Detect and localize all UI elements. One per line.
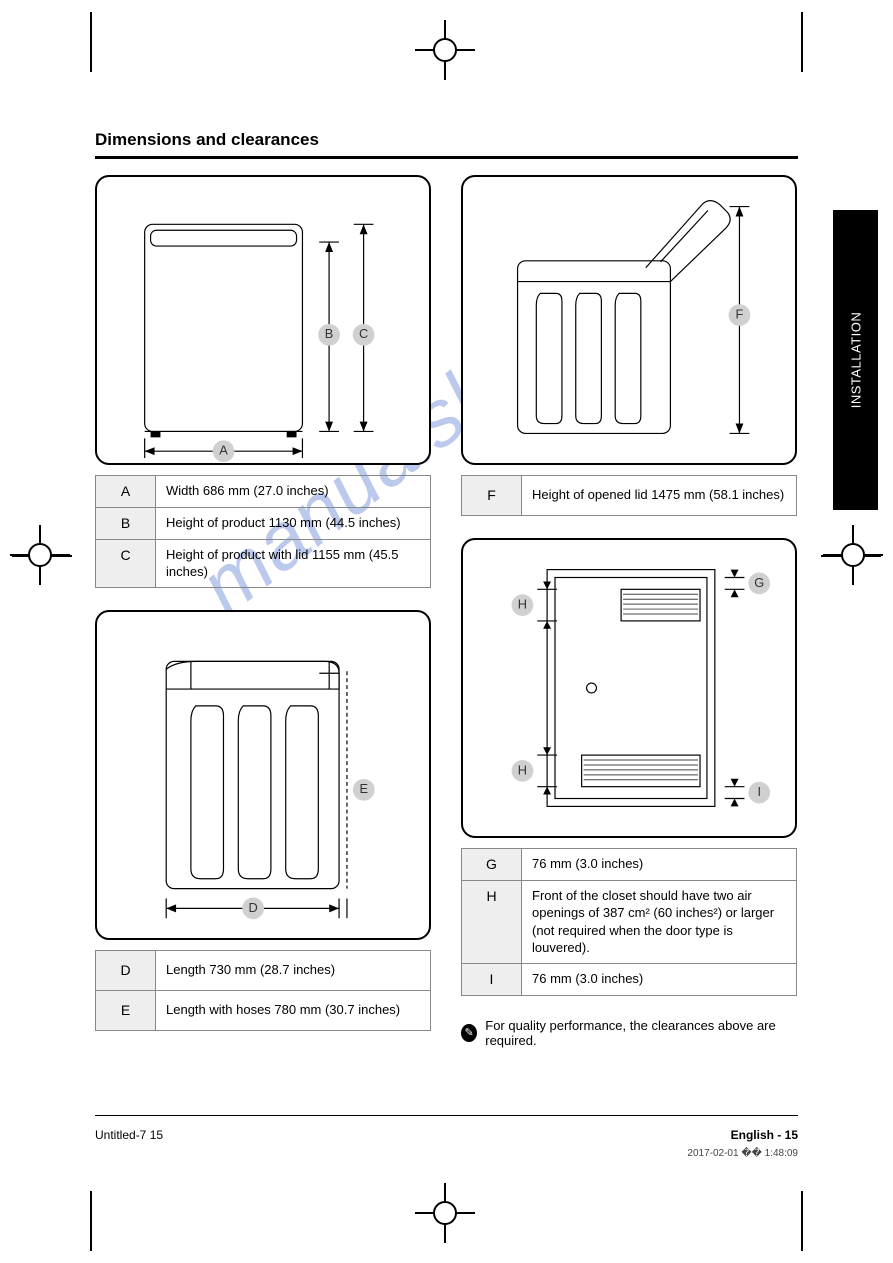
heading: Dimensions and clearances [95,130,825,150]
left-column: A B C AWidth 686 mm (27.0 inches) [95,175,431,1053]
registration-mark [823,525,883,585]
registration-mark [415,1183,475,1243]
svg-text:G: G [754,575,764,590]
figure-closet: H G H I [461,538,797,838]
heading-rule [95,156,798,159]
cropmark [90,12,92,72]
table-row: FHeight of opened lid 1475 mm (58.1 inch… [462,476,797,516]
table-row: CHeight of product with lid 1155 mm (45.… [96,539,431,587]
svg-text:A: A [219,443,228,458]
table-closet: G76 mm (3.0 inches) HFront of the closet… [461,848,797,996]
table-side-a: DLength 730 mm (28.7 inches) ELength wit… [95,950,431,1031]
svg-text:F: F [736,306,744,321]
svg-text:C: C [359,326,368,341]
svg-text:B: B [325,326,334,341]
table-front-view: AWidth 686 mm (27.0 inches) BHeight of p… [95,475,431,588]
table-row: I76 mm (3.0 inches) [462,963,797,995]
right-column: F FHeight of opened lid 1475 mm (58.1 in… [461,175,797,1053]
svg-text:D: D [248,900,257,915]
table-row: ELength with hoses 780 mm (30.7 inches) [96,990,431,1030]
svg-text:E: E [359,781,368,796]
figure-side-b: F [461,175,797,465]
note-text: For quality performance, the clearances … [485,1018,797,1048]
svg-text:H: H [518,596,527,611]
registration-mark [10,525,70,585]
figure-front-view: A B C [95,175,431,465]
note-icon: ✎ [461,1024,477,1042]
footer-left: Untitled-7 15 [95,1128,163,1142]
table-row: HFront of the closet should have two air… [462,880,797,963]
cropmark [801,12,803,72]
registration-mark [415,20,475,80]
table-row: DLength 730 mm (28.7 inches) [96,950,431,990]
svg-text:I: I [757,784,761,799]
cropmark [90,1191,92,1251]
svg-text:H: H [518,762,527,777]
footer-rule [95,1115,798,1116]
note: ✎ For quality performance, the clearance… [461,1018,797,1048]
content-area: Dimensions and clearances [95,130,825,1053]
footer-timestamp: 2017-02-01 �� 1:48:09 [687,1148,798,1159]
section-tab: INSTALLATION [833,210,878,510]
table-row: BHeight of product 1130 mm (44.5 inches) [96,507,431,539]
table-side-b: FHeight of opened lid 1475 mm (58.1 inch… [461,475,797,516]
table-row: G76 mm (3.0 inches) [462,848,797,880]
cropmark [801,1191,803,1251]
section-tab-label: INSTALLATION [848,312,863,409]
table-row: AWidth 686 mm (27.0 inches) [96,476,431,508]
figure-side-a: D E [95,610,431,940]
page: INSTALLATION manualshive.com Dimensions … [0,0,893,1263]
footer-right: English - 15 [731,1128,798,1142]
